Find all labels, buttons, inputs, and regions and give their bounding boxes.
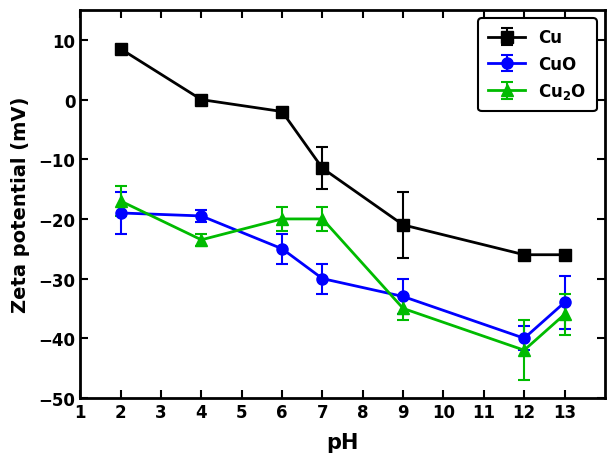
- Legend: Cu, CuO, Cu$_2$O: Cu, CuO, Cu$_2$O: [479, 19, 596, 112]
- X-axis label: pH: pH: [326, 432, 359, 452]
- Y-axis label: Zeta potential (mV): Zeta potential (mV): [11, 97, 30, 313]
